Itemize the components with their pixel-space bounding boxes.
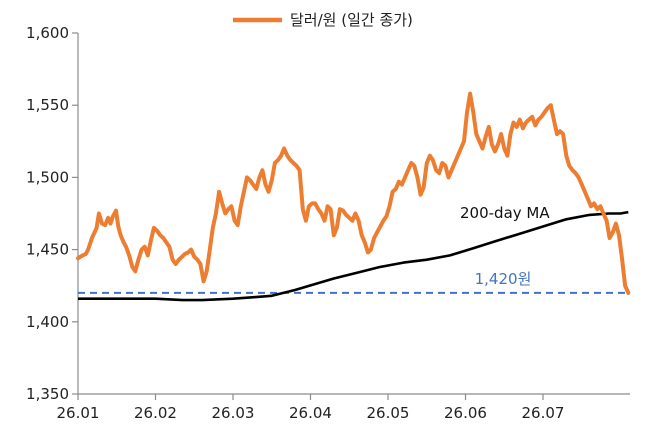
x-tick-label: 26.05 [367, 404, 410, 422]
y-tick-label: 1,350 [26, 385, 69, 403]
y-tick-label: 1,500 [26, 168, 69, 186]
x-tick-label: 26.01 [57, 404, 100, 422]
x-tick-label: 26.04 [289, 404, 332, 422]
x-tick-label: 26.03 [212, 404, 255, 422]
annotation-200day-ma: 200-day MA [460, 204, 550, 222]
y-tick-label: 1,450 [26, 241, 69, 259]
x-tick-label: 26.02 [134, 404, 177, 422]
x-axis-ticks: 26.01 26.02 26.03 26.04 26.05 26.06 26.07 [57, 394, 565, 422]
series-line-usdkrw [76, 91, 631, 295]
legend-label-usdkrw: 달러/원 (일간 종가) [290, 11, 413, 29]
reference-line-label: 1,420원 [475, 270, 532, 288]
y-axis-ticks: 1,350 1,400 1,450 1,500 1,550 1,600 [26, 24, 78, 403]
y-tick-label: 1,550 [26, 96, 69, 114]
series-line-200day-ma [78, 210, 629, 302]
y-tick-label: 1,400 [26, 313, 69, 331]
legend: 달러/원 (일간 종가) [233, 11, 413, 29]
x-tick-label: 26.06 [444, 404, 487, 422]
y-tick-label: 1,600 [26, 24, 69, 42]
x-tick-label: 26.07 [522, 404, 565, 422]
